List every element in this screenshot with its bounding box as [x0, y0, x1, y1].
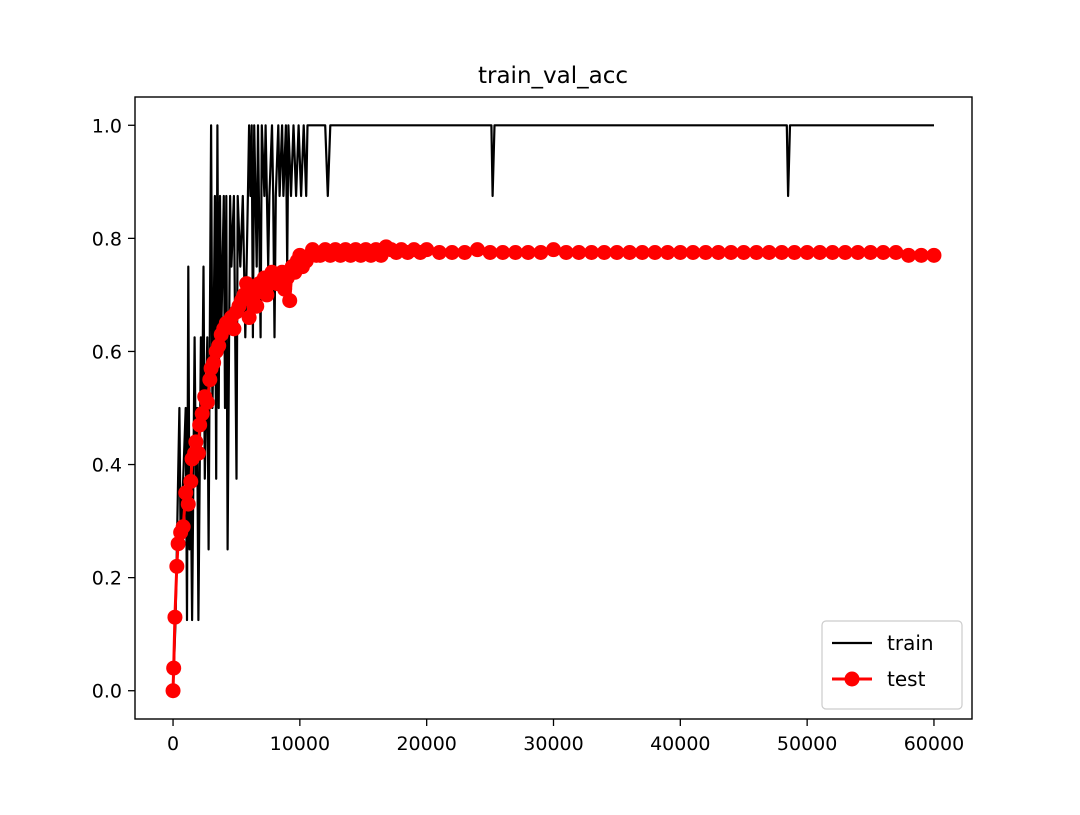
data-point-test [192, 417, 208, 433]
y-tick-label: 0.4 [92, 455, 122, 477]
data-point-test [199, 394, 215, 410]
data-point-test [188, 434, 204, 450]
data-point-test [178, 485, 194, 501]
data-point-test [875, 245, 891, 260]
data-point-test [596, 245, 612, 260]
data-point-test [812, 245, 828, 260]
legend-item-test: test [832, 667, 926, 691]
data-point-test [761, 245, 777, 260]
data-point-test [850, 245, 866, 260]
data-point-test [520, 245, 536, 260]
data-point-test [863, 245, 879, 260]
chart-title: train_val_acc [478, 63, 628, 89]
data-point-test [723, 245, 739, 260]
data-point-test [183, 474, 199, 490]
x-axis: 0 10000 20000 30000 40000 50000 60000 [167, 719, 964, 755]
legend-label-test: test [887, 667, 926, 691]
x-tick-label: 40000 [650, 733, 710, 755]
data-point-test [277, 281, 293, 297]
data-point-test [634, 245, 650, 260]
data-point-test [647, 245, 663, 260]
data-point-test [239, 276, 255, 292]
data-point-test [622, 245, 638, 260]
data-point-test [469, 242, 485, 258]
data-point-test [495, 245, 511, 260]
data-point-test [249, 298, 265, 314]
data-point-test [748, 245, 764, 260]
data-point-test [170, 536, 186, 552]
series-line-train [171, 124, 934, 691]
legend-marker-test [844, 671, 860, 687]
plot-area [134, 96, 973, 720]
legend-item-train: train [832, 631, 934, 655]
data-point-test [837, 245, 853, 260]
x-tick-label: 10000 [270, 733, 330, 755]
data-point-test [169, 558, 185, 574]
data-point-test [175, 519, 191, 535]
series-test [165, 239, 942, 699]
data-point-test [698, 245, 714, 260]
data-point-test [166, 660, 182, 676]
data-point-test [457, 245, 473, 260]
x-tick-label: 30000 [523, 733, 583, 755]
data-point-test [926, 247, 942, 263]
data-point-test [533, 245, 549, 260]
data-point-test [584, 245, 600, 260]
data-point-test [736, 245, 752, 260]
data-point-test [206, 355, 222, 371]
data-point-test [609, 245, 625, 260]
y-tick-label: 0.8 [92, 228, 122, 250]
data-point-test [202, 372, 218, 388]
data-point-test [419, 242, 435, 258]
data-point-test [710, 245, 726, 260]
y-axis: 0.0 0.2 0.4 0.6 0.8 1.0 [92, 115, 135, 703]
data-point-test [774, 245, 790, 260]
x-tick-label: 0 [167, 733, 179, 755]
data-point-test [558, 245, 574, 260]
data-point-test [241, 310, 257, 326]
data-point-test [259, 287, 275, 303]
series-train [171, 124, 934, 691]
data-point-test [913, 247, 929, 263]
data-point-test [226, 321, 242, 337]
y-tick-label: 1.0 [92, 115, 122, 137]
data-point-test [672, 245, 688, 260]
data-point-test [685, 245, 701, 260]
data-point-test [180, 496, 196, 512]
data-point-test [901, 247, 917, 263]
x-tick-label: 20000 [396, 733, 456, 755]
data-point-test [546, 242, 561, 258]
x-tick-label: 50000 [777, 733, 837, 755]
data-point-test [799, 245, 815, 260]
legend-label-train: train [887, 631, 934, 655]
data-point-test [444, 245, 460, 260]
data-point-test [167, 609, 183, 625]
data-point-test [165, 683, 181, 699]
data-point-test [507, 245, 523, 260]
y-tick-label: 0.6 [92, 341, 122, 363]
data-point-test [660, 245, 676, 260]
data-point-test [888, 245, 904, 260]
data-point-test [211, 338, 227, 354]
data-point-test [825, 245, 840, 260]
y-tick-label: 0.2 [92, 568, 122, 590]
legend: train test [821, 620, 963, 710]
data-point-test [194, 406, 210, 422]
y-tick-label: 0.0 [92, 681, 122, 703]
data-point-test [190, 445, 206, 461]
data-point-test [282, 293, 298, 309]
data-point-test [571, 245, 587, 260]
data-point-test [431, 245, 447, 260]
x-tick-label: 60000 [904, 733, 964, 755]
data-point-test [786, 245, 802, 260]
data-point-test [482, 245, 498, 260]
